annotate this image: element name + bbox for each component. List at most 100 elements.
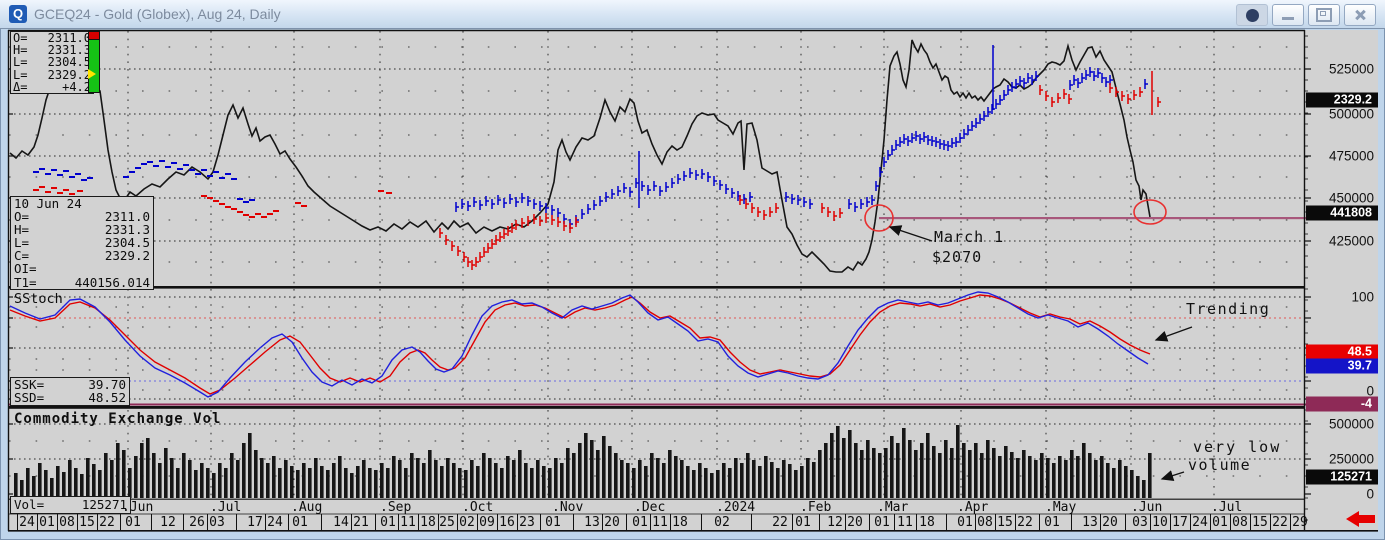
volume-bar	[746, 453, 750, 498]
volume-bar	[842, 438, 846, 498]
restore-button[interactable]	[1308, 4, 1340, 26]
volume-bar	[758, 466, 762, 498]
quote-row: L= 2329.2	[13, 67, 91, 82]
volume-bar	[164, 448, 168, 498]
volume-bar	[410, 453, 414, 498]
volume-bar	[116, 443, 120, 498]
date-separator	[670, 514, 671, 530]
close-button[interactable]	[1344, 4, 1376, 26]
volume-bar	[476, 466, 480, 498]
volume-bar	[1136, 476, 1140, 498]
volume-bar	[296, 470, 300, 498]
axis-label: 0	[1366, 383, 1374, 399]
tooltip-row: H= 2331.3	[14, 222, 150, 238]
volume-bar	[140, 443, 144, 498]
tooltip-date: 10 Jun 24	[14, 196, 82, 211]
date-separator	[894, 514, 895, 530]
date-label: 15	[79, 515, 95, 530]
volume-bar	[386, 468, 390, 498]
volume-bar	[818, 450, 822, 498]
axis-label: 525000	[1328, 61, 1374, 77]
volume-bar	[716, 470, 720, 498]
date-separator	[975, 514, 976, 530]
month-label: .Apr	[957, 500, 989, 515]
window-menu-button[interactable]	[1236, 4, 1268, 26]
volume-bar	[104, 453, 108, 498]
volume-bar	[200, 463, 204, 498]
volume-bar	[614, 453, 618, 498]
volume-bar	[848, 430, 852, 498]
volume-bar	[464, 470, 468, 498]
volume-bar	[260, 458, 264, 498]
quote-row: H= 2331.3	[13, 43, 91, 58]
date-label: 25	[439, 515, 455, 530]
axis-label: 500000	[1328, 106, 1374, 122]
app-icon: Q	[9, 5, 27, 23]
date-separator	[57, 514, 58, 530]
volume-bar	[218, 463, 222, 498]
volume-bar	[812, 462, 816, 498]
date-label: 17	[247, 515, 263, 530]
volume-bar	[158, 463, 162, 498]
date-separator	[1230, 514, 1231, 530]
stoch-readout-row: SSD= 48.52	[14, 390, 126, 405]
date-separator	[1250, 514, 1251, 530]
date-separator	[1100, 514, 1101, 530]
volume-bar	[536, 460, 540, 498]
volume-bar	[1118, 460, 1122, 498]
volume-bar	[686, 466, 690, 498]
volume-bar	[458, 468, 462, 498]
volume-bar	[584, 433, 588, 498]
date-label: 21	[353, 515, 369, 530]
date-separator	[151, 514, 152, 530]
volume-bar	[146, 438, 150, 498]
date-separator	[1210, 514, 1211, 530]
volume-bar	[926, 433, 930, 498]
volume-bar	[668, 450, 672, 498]
stoch-readout: SSK= 39.70 SSD= 48.52	[10, 377, 130, 406]
volume-bar	[308, 468, 312, 498]
volume-bar	[344, 468, 348, 498]
highlight-ellipse	[864, 204, 894, 232]
date-label: 13	[1082, 515, 1098, 530]
price-line	[9, 32, 1151, 273]
volume-bar	[602, 436, 606, 498]
annotation-march1: March 1	[934, 228, 1005, 246]
date-label: 01	[632, 515, 648, 530]
date-label: 08	[977, 515, 993, 530]
volume-bar	[380, 463, 384, 498]
date-label: 26	[189, 515, 205, 530]
volume-bar	[422, 463, 426, 498]
volume-bar	[176, 468, 180, 498]
date-label: 14	[333, 515, 349, 530]
date-label: 01	[39, 515, 55, 530]
volume-bar	[962, 443, 966, 498]
tooltip-row: T1= 440156.014	[14, 274, 150, 290]
date-separator	[845, 514, 846, 530]
volume-bar	[68, 460, 72, 498]
volume-bar	[392, 456, 396, 498]
volume-bar	[278, 468, 282, 498]
volume-bar	[692, 470, 696, 498]
volume-bar	[1046, 458, 1050, 498]
window-controls	[1236, 4, 1376, 26]
axis-label: 0	[1366, 486, 1374, 502]
volume-bar	[428, 450, 432, 498]
date-label: 20	[1102, 515, 1118, 530]
volume-bar	[524, 463, 528, 498]
volume-bar	[188, 460, 192, 498]
date-separator	[869, 514, 870, 530]
date-label: 11	[897, 515, 913, 530]
volume-bar	[314, 458, 318, 498]
volume-bar	[554, 458, 558, 498]
date-label: 01	[545, 515, 561, 530]
volume-bar	[644, 466, 648, 498]
date-separator	[1015, 514, 1016, 530]
minimize-button[interactable]	[1272, 4, 1304, 26]
level-line-badge: 441808	[1306, 205, 1378, 221]
date-separator	[457, 514, 458, 530]
date-label: 01	[957, 515, 973, 530]
date-separator	[1071, 514, 1072, 530]
date-separator	[497, 514, 498, 530]
